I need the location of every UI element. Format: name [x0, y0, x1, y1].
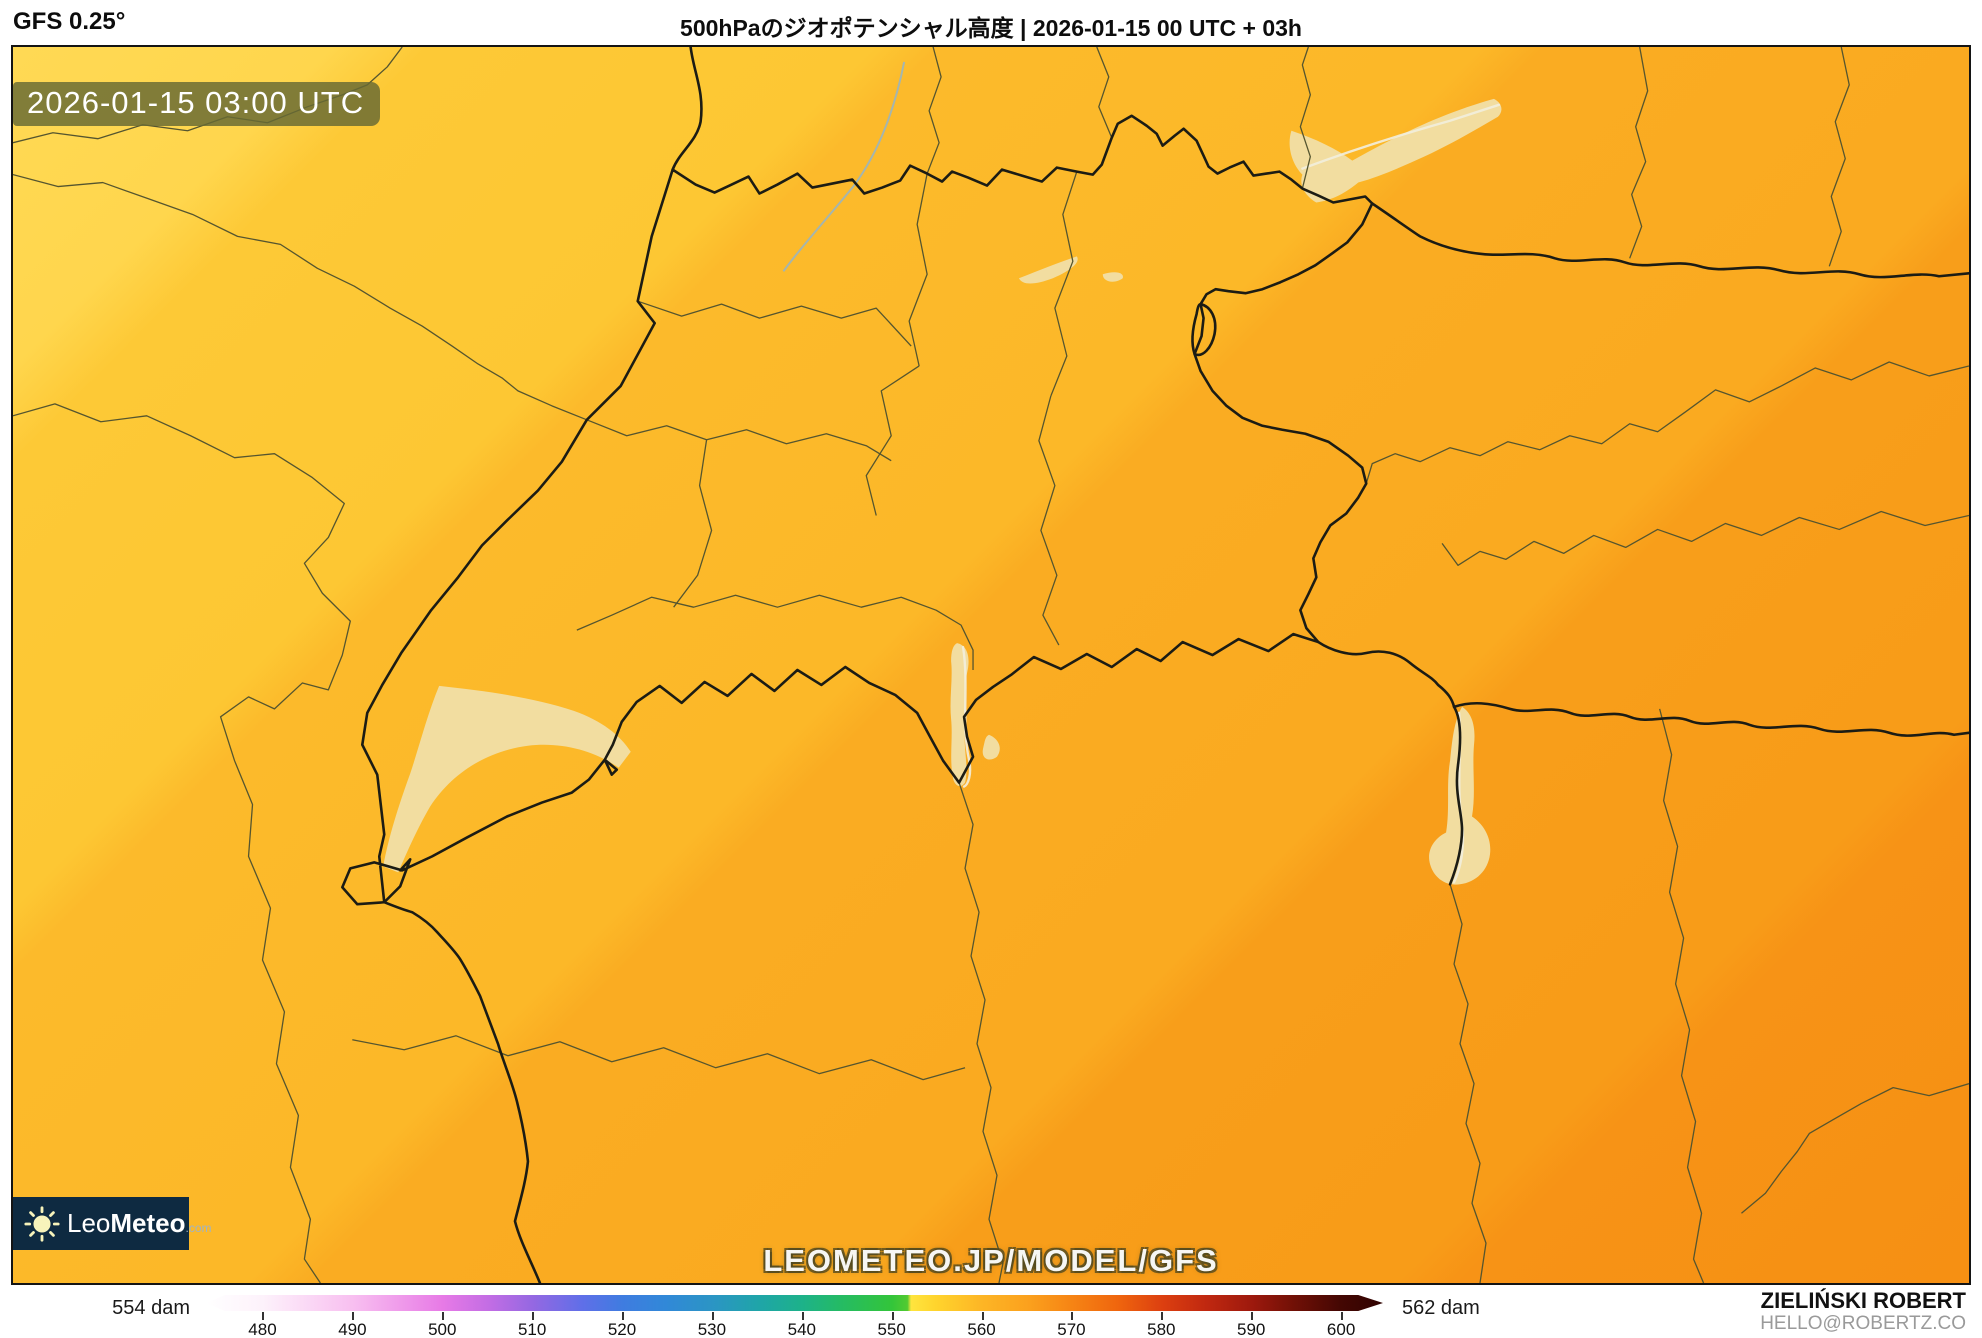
austria-italy-border: [1317, 640, 1969, 737]
credit-name: ZIELIŃSKI ROBERT: [1760, 1288, 1966, 1313]
colorbar-tick-label: 550: [877, 1320, 906, 1338]
colorbar-gradient: [206, 1295, 1383, 1311]
colorbar-tick: [1251, 1312, 1254, 1320]
colorbar-tick: [622, 1312, 625, 1320]
logo-meteo: Meteo: [110, 1208, 186, 1238]
rhine-upper-river: [782, 61, 906, 272]
rivers: [961, 103, 1501, 884]
leometeo-logo: LeoMeteo.com: [13, 1197, 212, 1250]
lakes: [383, 98, 1502, 885]
lake-walen: [1102, 272, 1123, 282]
footer: 554 dam 480 490 500 510 520 530 540 550 560 570 58…: [0, 1287, 1982, 1338]
colorbar-tick-label: 600: [1326, 1320, 1356, 1338]
lake-geneva: [383, 685, 631, 873]
colorbar-tick: [442, 1312, 445, 1320]
france-italy-border: [382, 900, 542, 1283]
colorbar: 480 490 500 510 520 530 540 550 560 570 580 590 600: [206, 1295, 1383, 1338]
colorbar-tick-label: 480: [248, 1320, 277, 1338]
colorbar-tick: [1071, 1312, 1074, 1320]
credit-email: HELLO@ROBERTZ.CO: [1760, 1313, 1966, 1335]
watermark-url: LEOMETEO.JP/MODEL/GFS: [763, 1243, 1219, 1278]
lake-constance: [1289, 98, 1502, 203]
colorbar-tick: [801, 1312, 804, 1320]
logo-tld: .com: [185, 1221, 212, 1235]
maggiore-river: [961, 645, 972, 788]
lake-maggiore: [950, 643, 969, 787]
credit-block: ZIELIŃSKI ROBERT HELLO@ROBERTZ.CO: [1760, 1288, 1966, 1335]
colorbar-min-label: 554 dam: [112, 1297, 190, 1319]
switzerland-border: [341, 114, 1374, 906]
rhine-river: [1301, 103, 1501, 170]
header: GFS 0.25° 500hPaのジオポテンシャル高度 | 2026-01-15…: [0, 0, 1982, 45]
colorbar-tick-label: 580: [1147, 1320, 1176, 1338]
colorbar-tick-label: 520: [607, 1320, 637, 1338]
colorbar-tick-label: 570: [1057, 1320, 1086, 1338]
colorbar-tick: [532, 1312, 535, 1320]
model-label: GFS 0.25°: [13, 8, 126, 35]
page-title: 500hPaのジオポテンシャル高度 | 2026-01-15 00 UTC + …: [680, 15, 1302, 41]
region-borders: [13, 47, 1969, 1283]
colorbar-tick-label: 590: [1237, 1320, 1266, 1338]
colorbar-tick-label: 510: [517, 1320, 547, 1338]
logo-leo: Leo: [67, 1208, 111, 1238]
colorbar-tick-label: 500: [428, 1320, 457, 1338]
france-germany-border: [671, 47, 703, 171]
colorbar-tick-label: 530: [697, 1320, 727, 1338]
lake-zurich: [1018, 256, 1078, 284]
map-area: 2026-01-15 03:00 UTC LeoMeteo.com LEOMET…: [11, 45, 1971, 1285]
colorbar-tick: [981, 1312, 984, 1320]
lake-lugano: [982, 734, 1000, 760]
colorbar-max-label: 562 dam: [1402, 1297, 1480, 1319]
colorbar-tick-label: 560: [967, 1320, 996, 1338]
colorbar-tick: [352, 1312, 355, 1320]
colorbar-tick: [1341, 1312, 1344, 1320]
colorbar-tick: [891, 1312, 894, 1320]
colorbar-tick-label: 540: [787, 1320, 816, 1338]
colorbar-tick: [262, 1312, 265, 1320]
italy-garda-border: [1448, 705, 1464, 886]
national-borders: [341, 47, 1969, 1283]
logo-text: LeoMeteo.com: [67, 1208, 212, 1239]
colorbar-tick: [711, 1312, 714, 1320]
colorbar-tick-label: 490: [338, 1320, 367, 1338]
colorbar-tick: [1161, 1312, 1164, 1320]
liechtenstein-border: [1191, 302, 1217, 357]
timestamp-badge: 2026-01-15 03:00 UTC: [13, 82, 381, 126]
germany-austria-border: [1370, 202, 1969, 279]
sun-icon: [24, 1205, 60, 1242]
borders-overlay: [13, 47, 1969, 1283]
